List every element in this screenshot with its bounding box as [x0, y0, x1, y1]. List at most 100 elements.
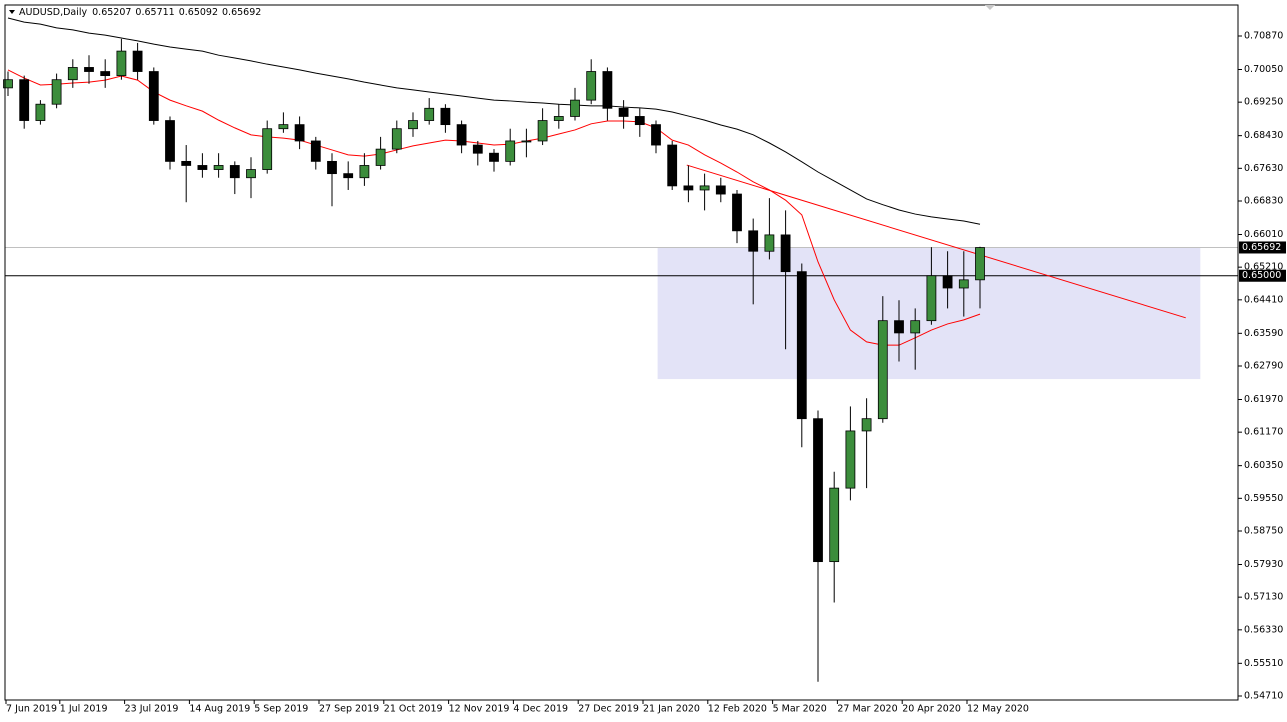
- candle-body: [67, 67, 78, 81]
- candle-body: [489, 152, 499, 162]
- candle-body: [262, 128, 273, 170]
- candle-body: [958, 279, 969, 289]
- candle-body: [472, 144, 483, 154]
- plot-frame: [4, 4, 1239, 701]
- candle-body: [926, 275, 937, 322]
- candle-body: [424, 107, 435, 121]
- candle-body: [732, 193, 742, 232]
- candle-body: [229, 165, 240, 179]
- y-tick-label: 0.55510: [1244, 658, 1283, 669]
- moving-average: [7, 69, 981, 346]
- x-tick-label: 4 Dec 2019: [513, 704, 568, 715]
- candle-body: [553, 116, 564, 121]
- candle-body: [829, 487, 840, 563]
- candle-body: [975, 247, 985, 281]
- y-tick-label: 0.64410: [1244, 294, 1283, 305]
- y-tick-label: 0.57930: [1244, 559, 1283, 570]
- y-tick-label: 0.61170: [1244, 427, 1283, 438]
- header-open: 0.65207: [92, 7, 131, 18]
- candle-body: [877, 320, 888, 420]
- x-tick-label: 21 Oct 2019: [384, 704, 443, 715]
- header-low: 0.65092: [179, 7, 218, 18]
- y-tick-label: 0.70870: [1244, 30, 1283, 41]
- x-tick-label: 20 Apr 2020: [902, 704, 961, 715]
- candle-body: [84, 67, 94, 72]
- candle-body: [310, 140, 321, 162]
- x-tick-label: 5 Sep 2019: [254, 704, 308, 715]
- candle-body: [213, 165, 224, 170]
- candle-body: [813, 418, 823, 563]
- y-tick-label: 0.54710: [1244, 690, 1283, 701]
- candle-body: [165, 120, 175, 162]
- candle-body: [651, 124, 661, 146]
- y-tick-label: 0.66830: [1244, 195, 1283, 206]
- candle-body: [894, 320, 904, 334]
- candle-body: [861, 418, 872, 432]
- plot-area: [3, 17, 1238, 682]
- candle-body: [683, 185, 694, 191]
- candle-body: [148, 71, 159, 121]
- y-tick-label: 0.59550: [1244, 493, 1283, 504]
- y-tick-label: 0.57130: [1244, 592, 1283, 603]
- candle-body: [942, 275, 953, 289]
- candle-body: [100, 71, 111, 77]
- candle-body: [570, 99, 580, 117]
- candle-body: [699, 185, 710, 191]
- x-tick-label: 12 Feb 2020: [708, 704, 767, 715]
- x-tick-label: 23 Jul 2019: [125, 704, 179, 715]
- candle-body: [521, 140, 532, 143]
- moving-average: [7, 17, 981, 225]
- x-tick-label: 12 Nov 2019: [449, 704, 510, 715]
- x-tick-label: 5 Mar 2020: [773, 704, 827, 715]
- candle-body: [278, 124, 289, 130]
- candle-body: [715, 185, 726, 195]
- candle-body: [440, 107, 451, 126]
- candle-body: [3, 79, 13, 89]
- x-tick-label: 7 Jun 2019: [6, 704, 57, 715]
- candle-body: [116, 50, 127, 77]
- x-tick-label: 12 May 2020: [967, 704, 1029, 715]
- candle-body: [634, 116, 645, 126]
- y-tick-label: 0.66010: [1244, 229, 1283, 240]
- y-tick-label: 0.63590: [1244, 328, 1283, 339]
- candle-body: [748, 230, 759, 252]
- candle-body: [408, 120, 418, 130]
- trendline: [686, 164, 1186, 319]
- candle-body: [764, 234, 775, 252]
- candle-body: [505, 140, 516, 162]
- candle-body: [132, 50, 143, 72]
- x-tick-label: 1 Jul 2019: [60, 704, 108, 715]
- candle-body: [327, 160, 337, 175]
- candle-body: [391, 128, 402, 150]
- candle-body: [246, 169, 256, 179]
- y-tick-label: 0.67630: [1244, 163, 1283, 174]
- y-tick-label: 0.61970: [1244, 394, 1283, 405]
- y-tick-label: 0.62790: [1244, 360, 1283, 371]
- candle-body: [375, 148, 386, 166]
- x-tick-label: 27 Sep 2019: [319, 704, 379, 715]
- x-tick-label: 21 Jan 2020: [643, 704, 700, 715]
- x-tick-label: 27 Mar 2020: [837, 704, 897, 715]
- price-level-label: 0.65692: [1242, 242, 1281, 253]
- y-tick-label: 0.68430: [1244, 130, 1283, 141]
- candle-body: [796, 271, 807, 420]
- candle-body: [181, 160, 192, 166]
- candle-body: [456, 124, 467, 146]
- symbol: AUDUSD,Daily: [19, 7, 88, 18]
- candle-body: [343, 173, 354, 179]
- candle-body: [910, 320, 921, 334]
- candle-body: [667, 144, 678, 187]
- header-high: 0.65711: [135, 7, 174, 18]
- header-icon: [9, 10, 15, 14]
- candle-body: [197, 165, 208, 170]
- y-tick-label: 0.56330: [1244, 624, 1283, 635]
- price-level-tag: [1239, 241, 1286, 254]
- x-tick-label: 27 Dec 2019: [578, 704, 639, 715]
- header-close: 0.65692: [222, 7, 261, 18]
- x-tick-label: 14 Aug 2019: [189, 704, 250, 715]
- candle-body: [19, 79, 30, 121]
- y-tick-label: 0.65210: [1244, 262, 1283, 273]
- candle-body: [602, 71, 613, 109]
- candle-body: [618, 107, 629, 117]
